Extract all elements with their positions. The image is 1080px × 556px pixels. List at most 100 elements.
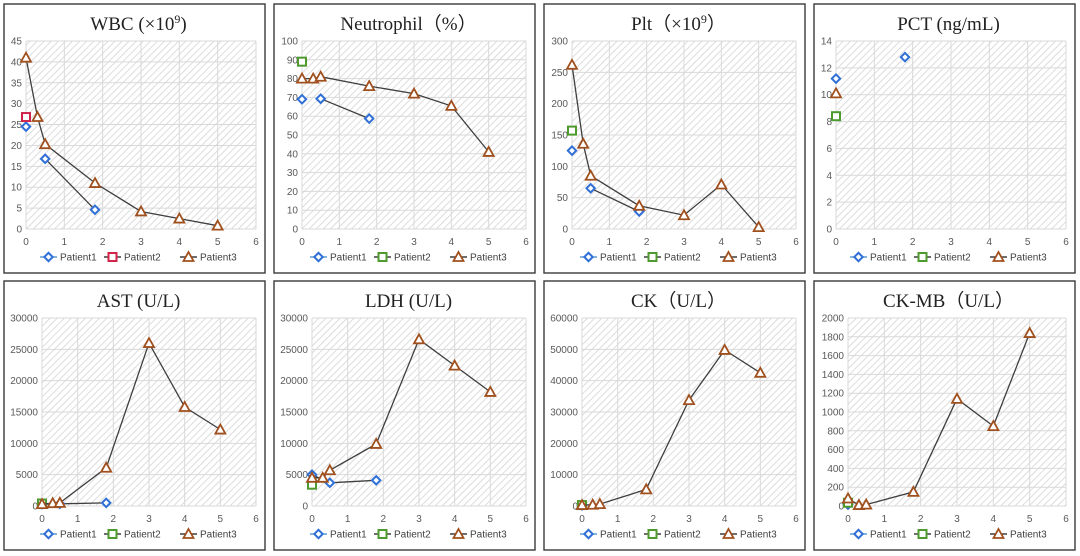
y-tick-label: 40: [287, 149, 299, 160]
x-tick-label: 6: [253, 237, 259, 248]
data-point: [718, 343, 732, 355]
data-point: [369, 437, 383, 449]
y-tick-label: 800: [827, 426, 844, 437]
y-tick-label: 0: [838, 502, 844, 513]
y-tick-label: 1200: [822, 389, 845, 400]
legend-label: Patient1: [330, 253, 367, 264]
legend-item-patient3: Patient3: [450, 527, 507, 541]
x-tick-label: 5: [756, 237, 762, 248]
x-tick-label: 0: [39, 514, 45, 525]
y-tick-label: 60: [287, 112, 299, 123]
y-tick-label: 2000: [822, 314, 845, 325]
y-tick-label: 30000: [280, 314, 308, 325]
data-point: [1023, 326, 1037, 338]
legend-marker-icon: [312, 528, 325, 540]
data-point: [134, 204, 148, 217]
series-patient3: [295, 69, 496, 157]
x-tick-label: 4: [719, 237, 725, 248]
x-tick-label: 1: [607, 237, 613, 248]
legend-marker-icon: [312, 251, 325, 263]
x-tick-label: 3: [681, 237, 687, 248]
y-tick-label: 10000: [280, 439, 308, 450]
legend-item-patient1: Patient1: [850, 528, 907, 541]
series-patient3: [35, 336, 227, 510]
data-point: [38, 137, 52, 150]
legend-item-patient2: Patient2: [914, 529, 971, 541]
legend-item-patient1: Patient1: [580, 251, 637, 264]
x-tick-label: 0: [845, 514, 851, 525]
legend-item-patient1: Patient1: [40, 528, 97, 541]
y-tick-label: 15000: [280, 408, 308, 419]
x-tick-label: 1: [62, 237, 68, 248]
chart-panel-ck-u-l: CK（U/L） 0 10000 20000 30000 40000 50000 60000 0 1…: [543, 280, 806, 551]
data-point: [21, 112, 31, 123]
x-tick-label: 4: [722, 514, 728, 525]
data-point: [172, 211, 186, 224]
x-tick-label: 0: [23, 237, 29, 248]
series-patient2: [831, 111, 841, 122]
x-tick-label: 5: [486, 237, 492, 248]
y-tick-label: 45: [11, 37, 23, 48]
data-point: [752, 220, 766, 233]
legend-label: Patient1: [600, 253, 637, 264]
y-tick-label: 15: [11, 162, 23, 173]
y-tick-label: 30: [11, 99, 23, 110]
x-tick-label: 1: [872, 237, 878, 248]
series-patient2: [567, 125, 577, 136]
x-tick-label: 3: [416, 514, 422, 525]
y-tick-label: 100: [551, 162, 568, 173]
data-point: [753, 365, 767, 378]
x-tick-label: 0: [309, 514, 315, 525]
legend-label: Patient3: [1010, 530, 1047, 541]
legend-marker-icon: [721, 527, 736, 539]
y-tick-label: 35: [11, 78, 23, 89]
legend-label: Patient3: [200, 530, 237, 541]
y-tick-label: 10: [287, 206, 299, 217]
data-point: [370, 474, 382, 486]
x-tick-label: 1: [75, 514, 81, 525]
x-tick-label: 5: [215, 237, 221, 248]
legend-marker-icon: [107, 529, 118, 539]
legend-marker-icon: [181, 250, 196, 262]
y-tick-label: 1800: [822, 332, 845, 343]
legend-label: Patient3: [470, 253, 507, 264]
legend-item-patient3: Patient3: [720, 527, 777, 541]
x-tick-label: 4: [991, 514, 997, 525]
data-point: [986, 419, 1000, 432]
chart-title: Neutrophil（%）: [340, 13, 476, 35]
legend-label: Patient2: [664, 253, 701, 264]
y-tick-label: 25000: [10, 345, 38, 356]
legend-marker-icon: [107, 252, 118, 262]
data-point: [841, 491, 855, 504]
data-point: [576, 136, 590, 149]
legend-item-patient1: Patient1: [310, 251, 367, 264]
y-tick-label: 8: [826, 117, 832, 128]
y-tick-label: 80: [287, 74, 299, 85]
data-point: [565, 57, 579, 70]
series-patient3: [575, 343, 767, 510]
series-line: [320, 98, 370, 120]
data-point: [906, 485, 920, 497]
data-point: [448, 358, 462, 371]
x-tick-label: 3: [138, 237, 144, 248]
legend-item-patient2: Patient2: [374, 252, 431, 264]
data-point: [585, 182, 597, 194]
x-tick-label: 3: [146, 514, 152, 525]
legend-item-patient3: Patient3: [720, 250, 777, 264]
y-tick-label: 300: [551, 37, 568, 48]
y-tick-label: 50: [557, 193, 569, 204]
chart-title: CK（U/L）: [631, 290, 726, 312]
y-tick-label: 10000: [10, 439, 38, 450]
y-tick-label: 30000: [10, 314, 38, 325]
legend-label: Patient2: [934, 530, 971, 541]
legend-label: Patient3: [1010, 253, 1047, 264]
series-patient3: [565, 57, 766, 233]
series-patient2: [21, 112, 31, 123]
x-tick-label: 5: [218, 514, 224, 525]
legend-marker-icon: [991, 527, 1006, 539]
legend-item-patient1: Patient1: [580, 528, 637, 541]
y-tick-label: 20: [11, 141, 23, 152]
series-patient3: [19, 50, 225, 231]
